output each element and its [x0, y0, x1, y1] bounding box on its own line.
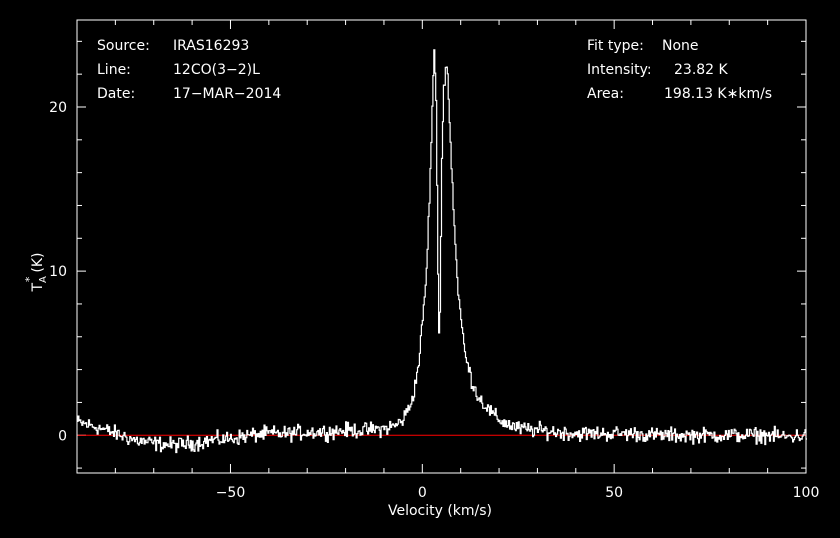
info-date-key: Date: — [97, 86, 135, 102]
axis-tick-labels: −50 0 50 100 0 10 20 — [49, 100, 819, 501]
info-area-value: 198.13 K∗km/s — [664, 86, 772, 102]
x-axis-label: Velocity (km/s) — [388, 503, 492, 519]
x-tick-label: 100 — [793, 485, 820, 501]
x-tick-label: 50 — [605, 485, 623, 501]
x-tick-label: 0 — [418, 485, 427, 501]
info-fit-value: None — [662, 38, 699, 54]
info-intensity-key: Intensity: — [587, 62, 652, 78]
y-axis-label-symbol: T — [30, 283, 46, 293]
y-tick-label: 0 — [58, 428, 67, 444]
y-axis-label-unit: (K) — [30, 252, 46, 272]
y-axis-label-subscript: A — [38, 276, 49, 283]
spectrum-line — [77, 49, 807, 454]
plot-frame — [76, 19, 807, 474]
info-line-key: Line: — [97, 62, 131, 78]
y-tick-label: 10 — [49, 264, 67, 280]
info-source-value: IRAS16293 — [173, 38, 249, 54]
x-tick-label: −50 — [216, 485, 246, 501]
info-intensity-value: 23.82 K — [674, 62, 729, 78]
info-date-value: 17−MAR−2014 — [173, 86, 281, 102]
info-line-value: 12CO(3−2)L — [173, 62, 260, 78]
info-source-key: Source: — [97, 38, 150, 54]
y-tick-label: 20 — [49, 100, 67, 116]
info-fit-key: Fit type: — [587, 38, 644, 54]
info-area-key: Area: — [587, 86, 624, 102]
y-axis-label: TA* (K) — [23, 252, 49, 292]
svg-text:TA*(K): TA* (K) — [23, 252, 49, 292]
y-axis-label-superscript: * — [23, 276, 36, 282]
